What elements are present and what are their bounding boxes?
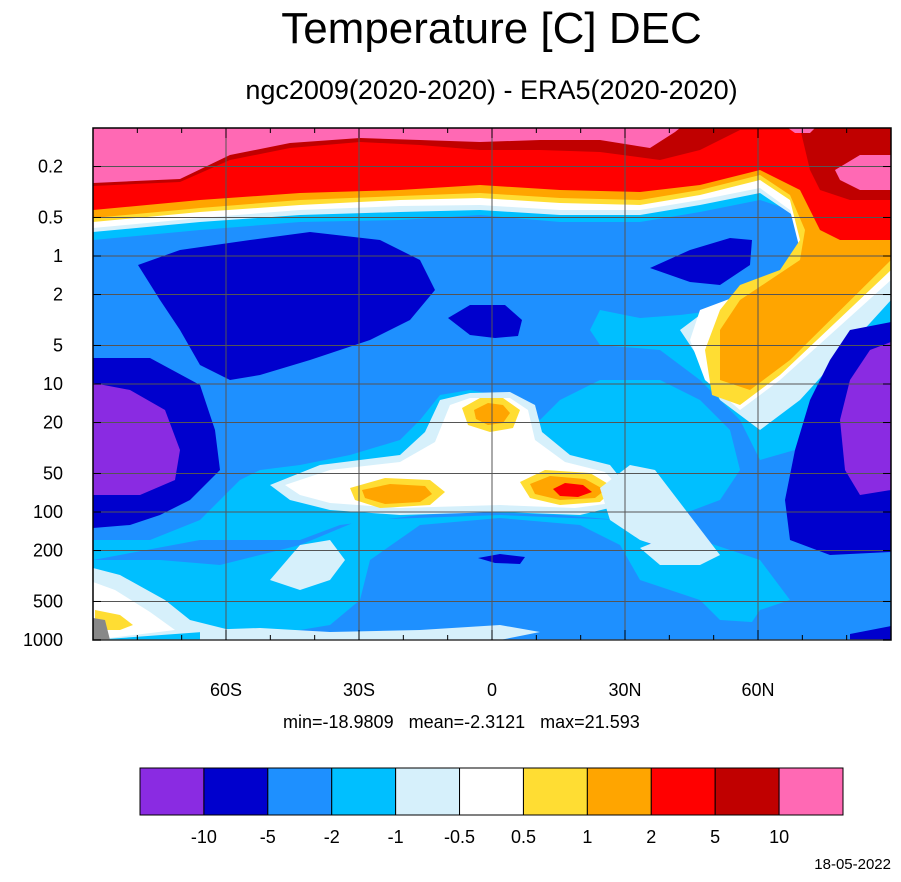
colorbar-label: 10 [769,827,789,847]
x-tick-label: 30S [343,680,375,700]
colorbar-label: 5 [710,827,720,847]
grid-lines [93,128,891,641]
colorbar-swatch [139,767,205,816]
colorbar-swatch [203,767,269,816]
y-tick-label: 100 [33,502,63,522]
contour-tropics-red [553,483,592,497]
colorbar-label: 1 [582,827,592,847]
y-tick-label: 10 [43,374,63,394]
contour-pink-left [93,128,680,183]
contour-purple-east [840,342,891,495]
y-tick-label: 0.2 [38,157,63,177]
x-axis: 60S 30S 0 30N 60N [136,128,848,700]
colorbar: -10 -5 -2 -1 -0.5 0.5 1 2 5 10 [139,767,844,847]
contour-surface-missing [93,618,110,640]
contour-purple-west [93,383,180,495]
colorbar-swatch [650,767,716,816]
colorbar-swatch [331,767,397,816]
x-tick-label: 60N [741,680,774,700]
colorbar-label: -2 [324,827,340,847]
y-tick-label: 1000 [23,630,63,650]
colorbar-swatch [714,767,780,816]
contour-low-blue [240,518,800,640]
contour-tropics-orange-a [362,484,432,504]
colorbar-label: -10 [191,827,217,847]
colorbar-swatch [522,767,588,816]
colorbar-swatch [395,767,461,816]
contour-surface-blue-2 [850,626,891,640]
colorbar-label: -1 [388,827,404,847]
colorbar-swatch [459,767,524,816]
colorbar-label: -5 [260,827,276,847]
y-tick-label: 0.5 [38,207,63,227]
contour-blob-north [650,238,752,285]
colorbar-swatch [267,767,333,816]
y-tick-label: 20 [43,413,63,433]
colorbar-label: 0.5 [511,827,536,847]
contour-blob-south [138,232,435,380]
y-tick-label: 5 [53,335,63,355]
date-label: 18-05-2022 [814,856,891,873]
contour-surface-light-5 [200,625,540,640]
y-tick-label: 50 [43,463,63,483]
stats-text: min=-18.9809 mean=-2.3121 max=21.593 [283,712,640,732]
chart-title: Temperature [C] DEC [281,4,702,53]
y-axis: 0.2 0.5 1 2 5 10 20 50 100 200 500 1000 [23,157,891,650]
contour-pink-top [788,128,815,133]
x-tick-label: 60S [210,680,242,700]
colorbar-swatch [778,767,844,816]
y-tick-label: 1 [53,246,63,266]
colorbar-label: -0.5 [444,827,475,847]
y-tick-label: 200 [33,541,63,561]
contour-pink-right [835,155,891,190]
contour-blob-eq [448,305,522,338]
x-tick-label: 0 [487,680,497,700]
contour-surface-light-3 [270,540,345,590]
contour-surface-blue [478,554,525,564]
colorbar-swatch [586,767,652,816]
colorbar-label: 2 [646,827,656,847]
chart-subtitle: ngc2009(2020-2020) - ERA5(2020-2020) [245,75,738,105]
y-tick-label: 2 [53,285,63,305]
x-tick-label: 30N [608,680,641,700]
y-tick-label: 500 [33,591,63,611]
